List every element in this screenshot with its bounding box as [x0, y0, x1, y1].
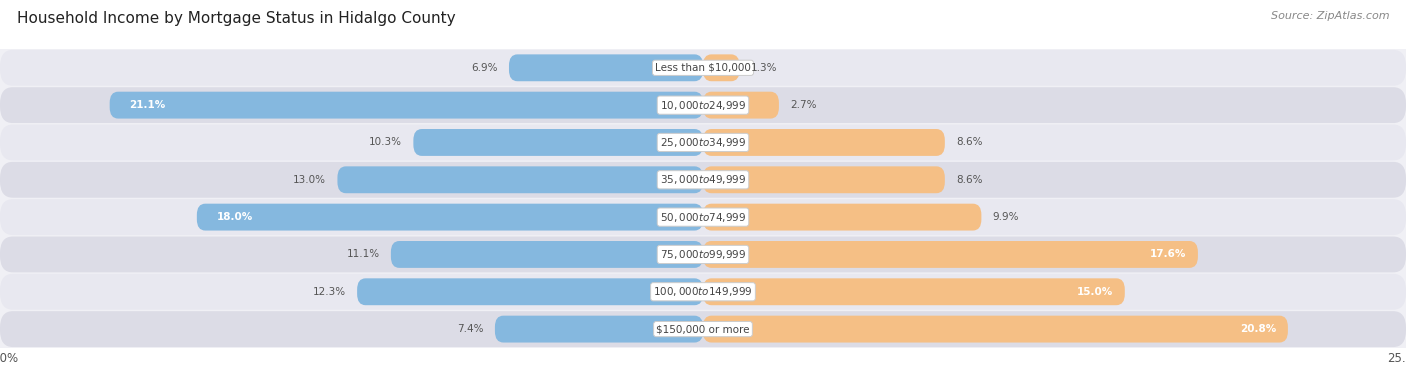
FancyBboxPatch shape	[703, 278, 1125, 305]
FancyBboxPatch shape	[703, 316, 1288, 342]
Text: 13.0%: 13.0%	[294, 175, 326, 185]
FancyBboxPatch shape	[703, 166, 945, 193]
FancyBboxPatch shape	[413, 129, 703, 156]
Text: Less than $10,000: Less than $10,000	[655, 63, 751, 73]
Text: 10.3%: 10.3%	[370, 138, 402, 147]
FancyBboxPatch shape	[703, 92, 779, 119]
FancyBboxPatch shape	[495, 316, 703, 342]
Text: $35,000 to $49,999: $35,000 to $49,999	[659, 173, 747, 186]
Text: 20.8%: 20.8%	[1240, 324, 1277, 334]
FancyBboxPatch shape	[337, 166, 703, 193]
Text: 18.0%: 18.0%	[217, 212, 253, 222]
Text: 1.3%: 1.3%	[751, 63, 778, 73]
FancyBboxPatch shape	[0, 87, 1406, 123]
Text: 17.6%: 17.6%	[1150, 249, 1187, 259]
Text: $10,000 to $24,999: $10,000 to $24,999	[659, 99, 747, 112]
FancyBboxPatch shape	[110, 92, 703, 119]
FancyBboxPatch shape	[0, 274, 1406, 310]
FancyBboxPatch shape	[0, 50, 1406, 86]
Text: 21.1%: 21.1%	[129, 100, 166, 110]
FancyBboxPatch shape	[0, 311, 1406, 347]
Text: $150,000 or more: $150,000 or more	[657, 324, 749, 334]
Text: 11.1%: 11.1%	[346, 249, 380, 259]
FancyBboxPatch shape	[357, 278, 703, 305]
FancyBboxPatch shape	[0, 237, 1406, 273]
FancyBboxPatch shape	[703, 241, 1198, 268]
Text: 15.0%: 15.0%	[1077, 287, 1114, 297]
FancyBboxPatch shape	[0, 162, 1406, 198]
Text: $25,000 to $34,999: $25,000 to $34,999	[659, 136, 747, 149]
Text: 9.9%: 9.9%	[993, 212, 1019, 222]
FancyBboxPatch shape	[703, 54, 740, 81]
Text: $100,000 to $149,999: $100,000 to $149,999	[654, 285, 752, 298]
Text: 6.9%: 6.9%	[471, 63, 498, 73]
Text: 12.3%: 12.3%	[312, 287, 346, 297]
Text: 7.4%: 7.4%	[457, 324, 484, 334]
Text: Source: ZipAtlas.com: Source: ZipAtlas.com	[1271, 11, 1389, 21]
FancyBboxPatch shape	[509, 54, 703, 81]
FancyBboxPatch shape	[197, 204, 703, 231]
Text: 8.6%: 8.6%	[956, 175, 983, 185]
Text: 2.7%: 2.7%	[790, 100, 817, 110]
FancyBboxPatch shape	[0, 124, 1406, 160]
Text: $50,000 to $74,999: $50,000 to $74,999	[659, 211, 747, 224]
FancyBboxPatch shape	[703, 129, 945, 156]
FancyBboxPatch shape	[391, 241, 703, 268]
FancyBboxPatch shape	[703, 204, 981, 231]
Text: 8.6%: 8.6%	[956, 138, 983, 147]
Text: Household Income by Mortgage Status in Hidalgo County: Household Income by Mortgage Status in H…	[17, 11, 456, 26]
FancyBboxPatch shape	[0, 199, 1406, 235]
Text: $75,000 to $99,999: $75,000 to $99,999	[659, 248, 747, 261]
